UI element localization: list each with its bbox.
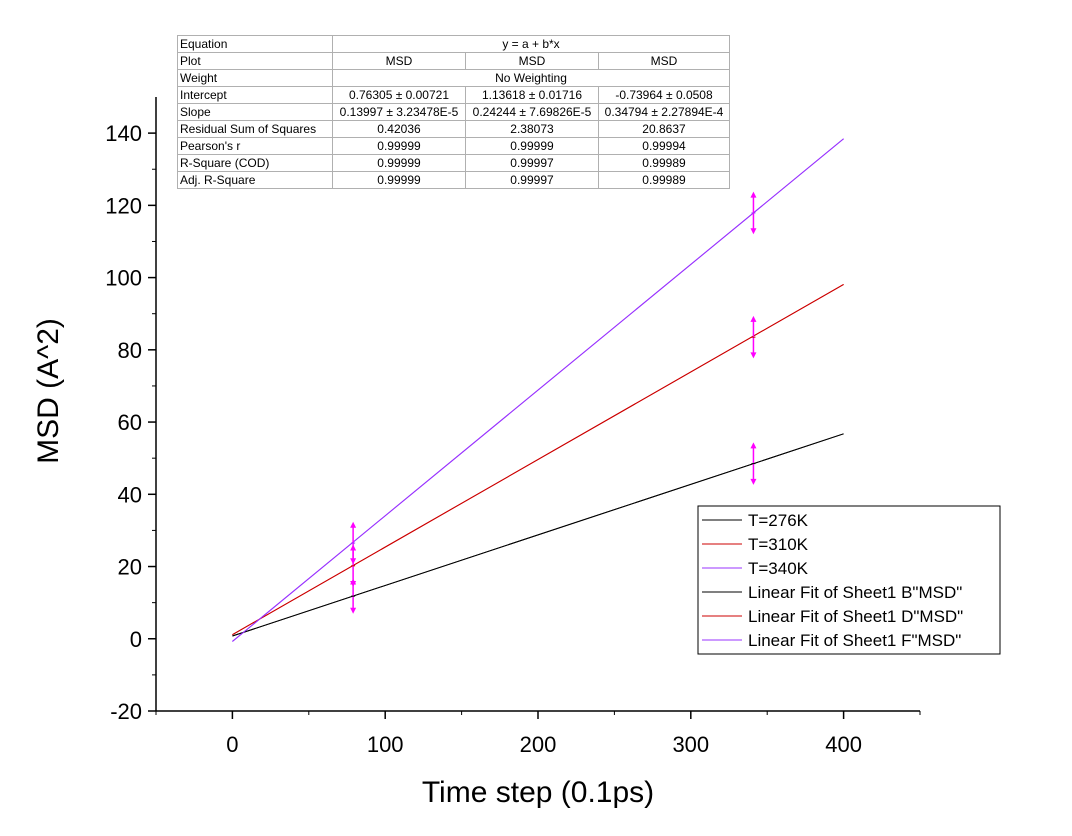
legend-label: Linear Fit of Sheet1 F"MSD" — [748, 631, 961, 650]
fit-table-row: Equation y = a + b*x — [177, 35, 730, 53]
fit-table-label: Slope — [177, 103, 333, 121]
fit-table-label: Intercept — [177, 86, 333, 104]
fit-table-value: 0.42036 — [332, 120, 466, 138]
fit-table-value: 0.24244 ± 7.69826E-5 — [465, 103, 599, 121]
fit-table-label: Weight — [177, 69, 333, 87]
y-tick-label: 40 — [118, 482, 142, 507]
fit-table-value: -0.73964 ± 0.0508 — [598, 86, 730, 104]
fit-table-value: 0.99997 — [465, 171, 599, 189]
series-line-3 — [232, 433, 844, 637]
x-tick-label: 400 — [825, 732, 862, 757]
legend-label: Linear Fit of Sheet1 D"MSD" — [748, 607, 963, 626]
legend-label: T=310K — [748, 535, 809, 554]
error-bar — [750, 442, 757, 485]
fit-table-value: y = a + b*x — [332, 35, 730, 53]
y-tick-label: 20 — [118, 555, 142, 580]
fit-table-label: Adj. R-Square — [177, 171, 333, 189]
fit-table-label: Pearson's r — [177, 137, 333, 155]
fit-table-value: MSD — [598, 52, 730, 70]
axes: -20 0 20 40 60 80 100 120 140 0 100 200 300 400 — [105, 97, 921, 757]
y-tick-label: -20 — [110, 699, 142, 724]
fit-lines — [232, 138, 844, 642]
fit-table-row: Pearson's r 0.99999 0.99999 0.99994 — [177, 137, 730, 155]
fit-table-label: R-Square (COD) — [177, 154, 333, 172]
fit-table-value: 0.99999 — [332, 154, 466, 172]
fit-table-row: Intercept 0.76305 ± 0.00721 1.13618 ± 0.01… — [177, 86, 730, 104]
fit-table-value: 0.99999 — [332, 171, 466, 189]
y-tick-label: 120 — [105, 193, 142, 218]
legend-label: T=276K — [748, 511, 809, 530]
fit-table-value: 0.99989 — [598, 154, 730, 172]
fit-table-row: Weight No Weighting — [177, 69, 730, 87]
y-tick-label: 80 — [118, 338, 142, 363]
legend-box — [697, 505, 1001, 655]
fit-table-row: Adj. R-Square 0.99999 0.99997 0.99989 — [177, 171, 730, 189]
y-tick-label: 100 — [105, 266, 142, 291]
x-tick-label: 0 — [226, 732, 238, 757]
fit-table-value: MSD — [332, 52, 466, 70]
error-bars — [350, 191, 757, 614]
x-axis-title: Time step (0.1ps) — [422, 776, 654, 809]
fit-table-value: 0.99999 — [465, 137, 599, 155]
fit-table-label: Equation — [177, 35, 333, 53]
x-tick-label: 100 — [367, 732, 404, 757]
fit-table-value: 0.99997 — [465, 154, 599, 172]
error-bar — [750, 191, 757, 235]
error-bar — [350, 521, 357, 565]
fit-table-value: 20.8637 — [598, 120, 730, 138]
fit-table-value: No Weighting — [332, 69, 730, 87]
x-tick-label: 300 — [672, 732, 709, 757]
legend-label: Linear Fit of Sheet1 B"MSD" — [748, 583, 962, 602]
fit-table-value: 0.99999 — [332, 137, 466, 155]
fit-table-row: R-Square (COD) 0.99999 0.99997 0.99989 — [177, 154, 730, 172]
y-tick-label: 140 — [105, 121, 142, 146]
fit-table-value: MSD — [465, 52, 599, 70]
y-axis-title: MSD (A^2) — [32, 318, 65, 464]
fit-table-value: 0.76305 ± 0.00721 — [332, 86, 466, 104]
legend-label: T=340K — [748, 559, 809, 578]
legend: T=276K T=310K T=340K Linear Fit of Sheet1 B… — [697, 505, 1001, 655]
fit-table-label: Residual Sum of Squares — [177, 120, 333, 138]
fit-table-row: Residual Sum of Squares 0.42036 2.38073 20.… — [177, 120, 730, 138]
series-line-4 — [232, 283, 844, 636]
fit-table-row: Plot MSD MSD MSD — [177, 52, 730, 70]
fit-table-row: Slope 0.13997 ± 3.23478E-5 0.24244 ± 7.698… — [177, 103, 730, 121]
y-tick-label: 60 — [118, 410, 142, 435]
y-tick-label: 0 — [130, 627, 142, 652]
error-bar — [750, 315, 757, 359]
linear-fit-table: Equation y = a + b*x Plot MSD MSD MSD Weight No… — [177, 35, 730, 189]
fit-table-value: 0.99994 — [598, 137, 730, 155]
fit-table-value: 2.38073 — [465, 120, 599, 138]
fit-table-label: Plot — [177, 52, 333, 70]
x-tick-label: 200 — [520, 732, 557, 757]
fit-table-value: 0.13997 ± 3.23478E-5 — [332, 103, 466, 121]
fit-table-value: 0.99989 — [598, 171, 730, 189]
fit-table-value: 0.34794 ± 2.27894E-4 — [598, 103, 730, 121]
series-line-5 — [232, 138, 844, 642]
fit-table-value: 1.13618 ± 0.01716 — [465, 86, 599, 104]
